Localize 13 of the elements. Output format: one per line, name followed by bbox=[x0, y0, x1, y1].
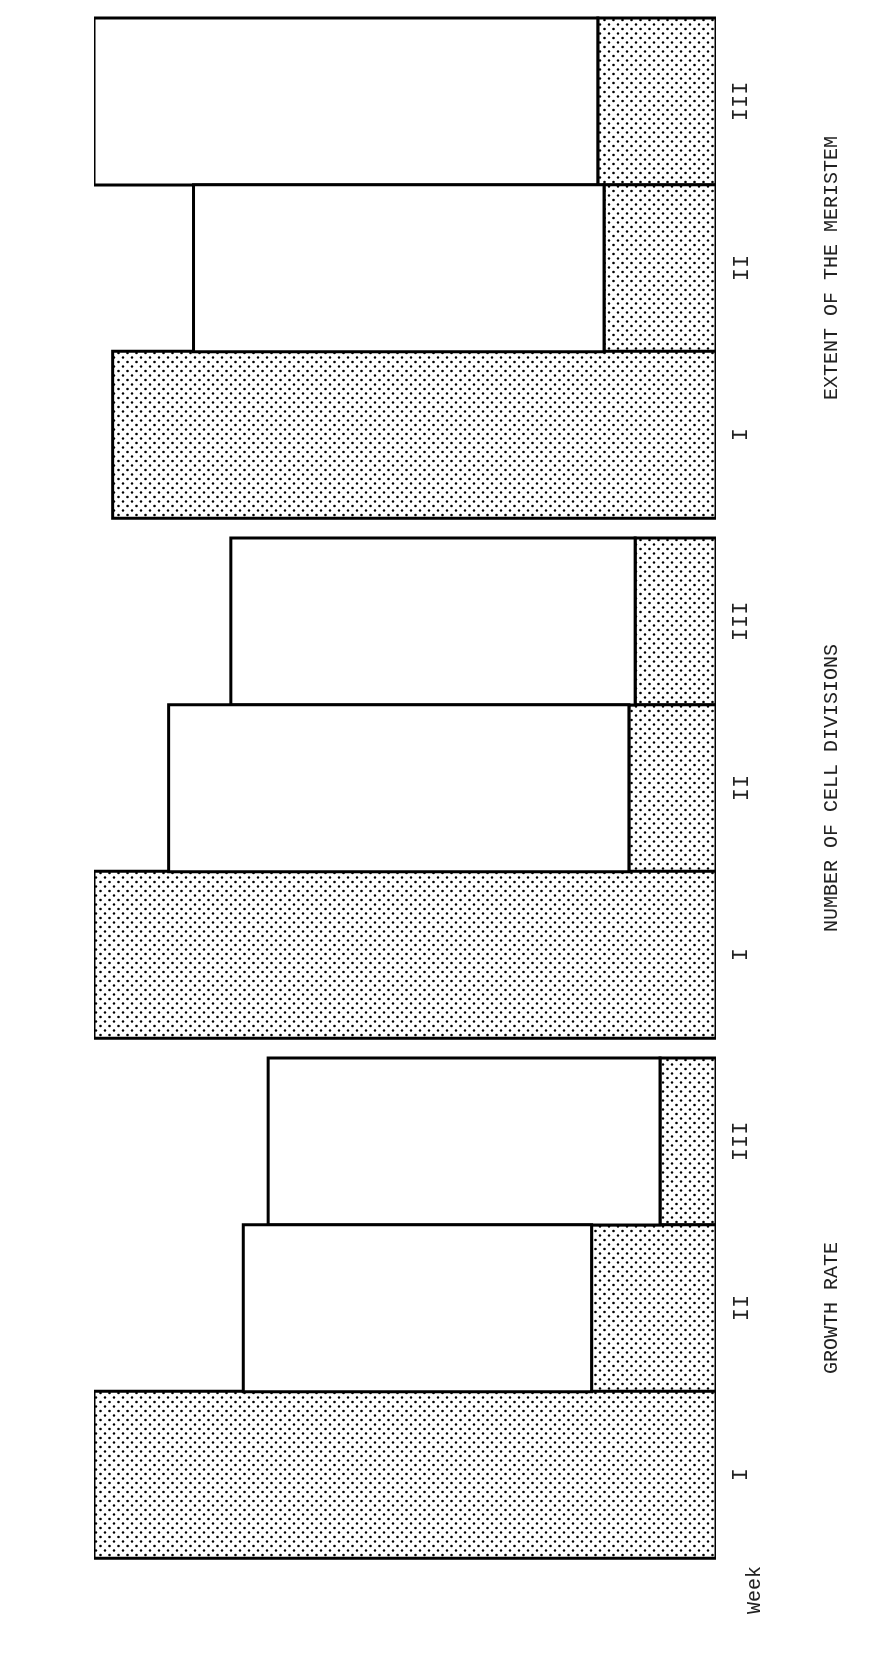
y-axis-title: EXTENT OF THE MERISTEM bbox=[820, 135, 844, 401]
y-tick-label: II bbox=[729, 254, 755, 282]
y-tick-label: I bbox=[729, 1468, 755, 1482]
y-axis-title: GROWTH RATE bbox=[820, 1241, 844, 1375]
y-tick-label: II bbox=[729, 774, 755, 802]
y-tick-label: III bbox=[729, 81, 755, 122]
y-tick-label: III bbox=[729, 601, 755, 642]
y-tick-label: I bbox=[729, 948, 755, 962]
y-axis-title: NUMBER OF CELL DIVISIONS bbox=[820, 643, 844, 933]
y-tick-label: II bbox=[729, 1294, 755, 1322]
y-tick-label: III bbox=[729, 1121, 755, 1162]
y-tick-label: I bbox=[729, 428, 755, 442]
text: Week bbox=[742, 1565, 766, 1615]
